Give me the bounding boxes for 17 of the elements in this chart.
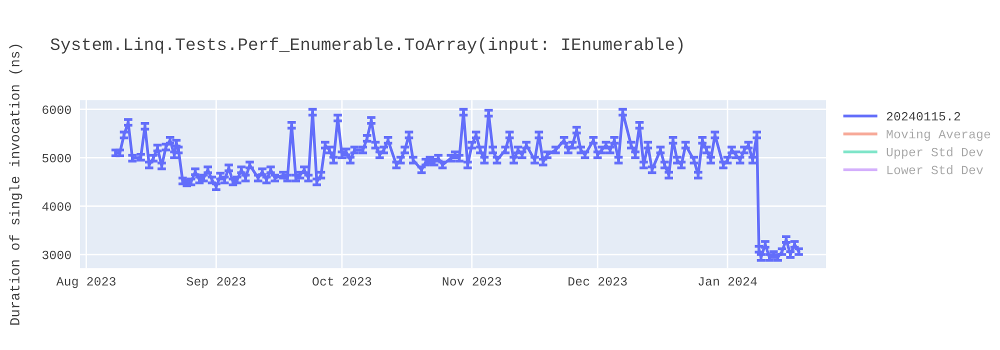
legend-label: 20240115.2 [886,112,960,121]
y-tick-label: 6000 [42,105,71,114]
y-tick-label: 3000 [42,250,71,260]
x-tick-label: Oct 2023 [312,277,372,286]
chart-title: System.Linq.Tests.Perf_Enumerable.ToArray(input: IEnumerable) [50,37,683,54]
line-series [114,110,800,259]
y-tick-label: 5000 [42,154,71,162]
x-tick-label: Dec 2023 [568,277,627,286]
x-tick-label: Jan 2024 [698,277,757,286]
x-tick-label: Sep 2023 [186,277,246,288]
y-tick-label: 4000 [42,202,71,211]
legend-label: Moving Average [886,129,990,141]
x-tick-label: Aug 2023 [56,277,116,288]
y-axis-title: Duration of single invocation (ns) [9,44,22,325]
x-tick-label: Nov 2023 [442,277,502,286]
legend-label: Upper Std Dev [886,147,984,159]
legend-label: Lower Std Dev [887,165,984,174]
